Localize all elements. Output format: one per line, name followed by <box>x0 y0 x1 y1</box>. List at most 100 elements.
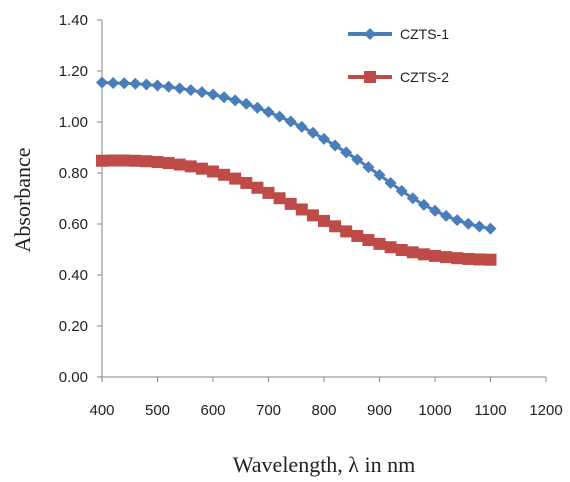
data-point <box>151 79 164 92</box>
data-point <box>229 94 242 107</box>
x-tick-label: 1000 <box>418 402 451 419</box>
y-tick-label: 0.20 <box>59 318 88 335</box>
data-point <box>329 139 342 152</box>
data-point <box>262 106 275 119</box>
x-tick-label: 400 <box>89 402 114 419</box>
data-point <box>195 86 208 99</box>
data-point <box>129 154 142 167</box>
legend-item: CZTS-2 <box>348 69 449 85</box>
data-point <box>96 76 108 89</box>
data-point <box>451 252 464 265</box>
legend-marker <box>364 28 376 40</box>
data-point <box>318 214 330 227</box>
series-czts-2 <box>96 154 497 266</box>
data-point <box>173 158 186 171</box>
x-tick-label: 1200 <box>529 402 562 419</box>
data-point <box>240 97 253 110</box>
y-tick-label: 0.40 <box>59 267 88 284</box>
data-point <box>262 186 275 199</box>
data-point <box>96 154 108 167</box>
legend-label: CZTS-2 <box>400 69 449 85</box>
x-tick-label: 900 <box>367 402 392 419</box>
data-point <box>395 184 408 197</box>
data-point <box>173 82 186 95</box>
data-point <box>195 162 208 175</box>
data-point <box>462 217 475 230</box>
data-point <box>107 76 120 89</box>
data-point <box>273 192 286 205</box>
y-tick-label: 0.80 <box>59 165 88 182</box>
data-point <box>140 78 153 91</box>
data-point <box>373 169 386 182</box>
y-tick-label: 1.00 <box>59 114 88 131</box>
data-point <box>162 80 175 93</box>
data-point <box>218 91 231 104</box>
data-point <box>251 101 264 114</box>
data-point <box>306 209 319 222</box>
x-tick-label: 700 <box>256 402 281 419</box>
data-point <box>462 252 475 265</box>
data-point <box>429 204 441 217</box>
data-point <box>184 160 197 173</box>
y-axis-label: Absorbance <box>10 147 35 252</box>
data-point <box>329 220 342 233</box>
data-point <box>184 84 197 97</box>
y-tick-label: 1.20 <box>59 63 88 80</box>
plot-area <box>96 76 497 266</box>
legend-item: CZTS-1 <box>348 26 449 42</box>
data-point <box>406 246 419 259</box>
data-point <box>229 172 242 185</box>
y-tick-label: 0.00 <box>59 369 88 386</box>
data-point <box>284 115 297 128</box>
data-point <box>384 241 397 254</box>
data-point <box>295 120 308 133</box>
legend: CZTS-1 CZTS-2 <box>348 26 449 85</box>
data-point <box>362 161 375 174</box>
y-tick-label: 0.60 <box>59 216 88 233</box>
data-point <box>395 244 408 257</box>
data-point <box>440 251 453 264</box>
x-tick-label: 500 <box>145 402 170 419</box>
data-point <box>351 153 364 166</box>
x-axis-label: Wavelength, λ in nm <box>233 452 415 477</box>
data-point <box>340 225 353 238</box>
data-point <box>306 126 319 139</box>
data-point <box>129 77 142 90</box>
y-axis-ticks: 0.00 0.20 0.40 0.60 0.80 1.00 1.20 1.40 <box>59 12 102 386</box>
data-point <box>273 110 286 123</box>
data-point <box>440 209 453 222</box>
data-point <box>429 249 441 262</box>
data-point <box>284 197 297 210</box>
data-point <box>473 220 486 233</box>
data-point <box>107 154 120 167</box>
y-tick-label: 1.40 <box>59 12 88 29</box>
data-point <box>351 229 364 242</box>
data-point <box>417 198 430 211</box>
data-point <box>251 181 264 194</box>
data-point <box>484 222 497 235</box>
data-point <box>384 176 397 189</box>
data-point <box>484 253 497 266</box>
data-point <box>362 234 375 247</box>
x-tick-label: 1100 <box>474 402 506 419</box>
data-point <box>451 214 464 227</box>
data-point <box>207 165 219 178</box>
data-point <box>340 146 353 159</box>
legend-marker <box>364 71 376 83</box>
data-point <box>406 192 419 205</box>
data-point <box>318 132 330 145</box>
x-axis-ticks: 400 500 600 700 800 900 1000 1100 1200 <box>89 377 563 419</box>
data-point <box>151 156 164 169</box>
axes <box>101 20 546 378</box>
data-point <box>417 248 430 261</box>
data-point <box>140 155 153 168</box>
data-point <box>295 203 308 216</box>
data-point <box>118 154 131 167</box>
x-tick-label: 600 <box>200 402 225 419</box>
series-czts-1 <box>96 76 497 235</box>
data-point <box>207 88 219 101</box>
data-point <box>218 168 231 181</box>
data-point <box>118 77 131 90</box>
data-point <box>373 237 386 250</box>
